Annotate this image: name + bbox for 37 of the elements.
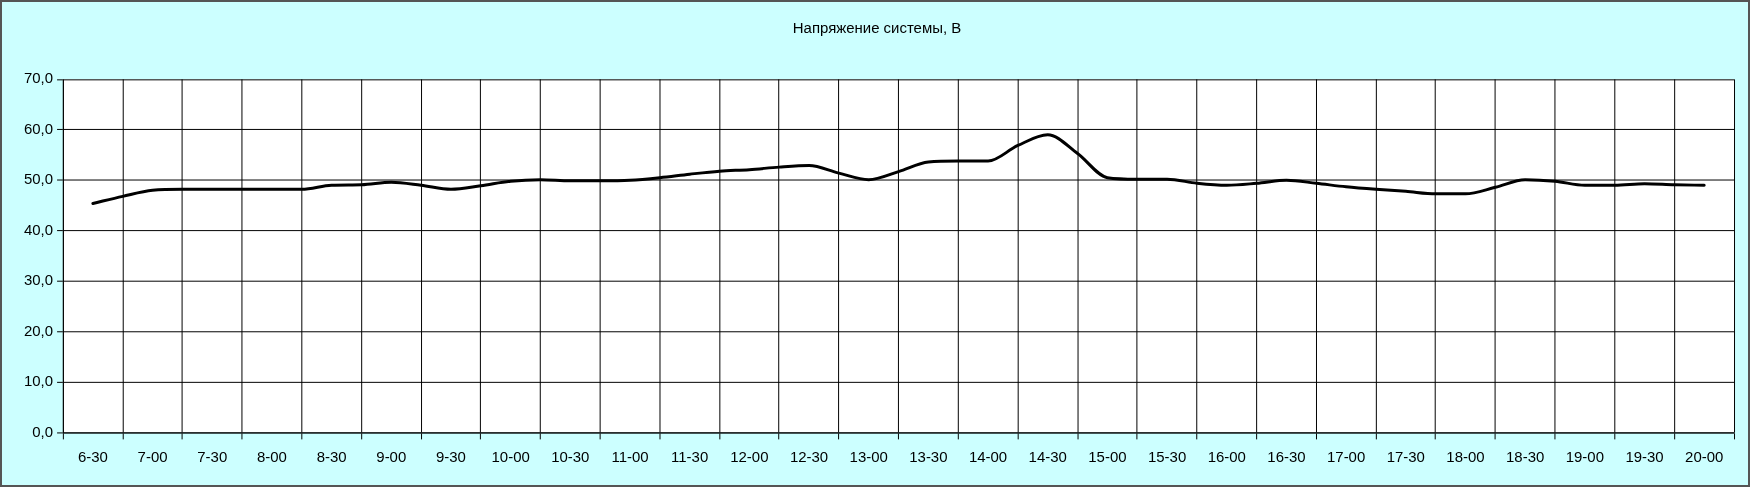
x-tick-label: 11-30 bbox=[671, 448, 709, 466]
x-tick-label: 18-30 bbox=[1506, 448, 1545, 466]
x-tick-label: 10-00 bbox=[491, 448, 530, 466]
x-tick-label: 16-30 bbox=[1267, 448, 1306, 466]
chart-title: Напряжение системы, В bbox=[792, 18, 962, 36]
y-tick-label: 60,0 bbox=[23, 119, 54, 137]
y-tick-label: 0,0 bbox=[32, 422, 54, 440]
x-tick-label: 8-00 bbox=[256, 448, 287, 466]
x-tick-label: 13-00 bbox=[849, 448, 888, 466]
x-tick-label: 10-30 bbox=[551, 448, 590, 466]
x-tick-label: 15-30 bbox=[1147, 448, 1187, 466]
x-tick-label: 14-00 bbox=[968, 448, 1008, 466]
x-tick-label: 17-00 bbox=[1327, 448, 1366, 466]
x-tick-label: 20-00 bbox=[1685, 448, 1724, 466]
x-tick-label: 8-30 bbox=[316, 448, 347, 466]
x-tick-label: 7-00 bbox=[137, 448, 168, 466]
y-tick-label: 30,0 bbox=[23, 271, 54, 289]
x-tick-label: 12-30 bbox=[789, 448, 829, 466]
x-tick-label: 18-00 bbox=[1446, 448, 1485, 466]
x-tick-label: 12-00 bbox=[730, 448, 769, 466]
x-tick-label: 19-30 bbox=[1625, 448, 1664, 466]
x-tick-label: 11-00 bbox=[611, 448, 649, 466]
x-tick-label: 17-30 bbox=[1386, 448, 1425, 466]
y-tick-label: 50,0 bbox=[23, 170, 54, 188]
x-tick-label: 6-30 bbox=[77, 448, 108, 466]
x-tick-label: 16-00 bbox=[1207, 448, 1246, 466]
y-tick-label: 10,0 bbox=[23, 372, 54, 390]
x-tick-label: 15-00 bbox=[1088, 448, 1127, 466]
y-tick-label: 70,0 bbox=[23, 69, 54, 87]
y-tick-label: 40,0 bbox=[23, 220, 54, 238]
x-tick-label: 19-00 bbox=[1565, 448, 1604, 466]
x-tick-label: 7-30 bbox=[197, 448, 228, 466]
x-tick-label: 14-30 bbox=[1028, 448, 1067, 466]
x-tick-label: 13-30 bbox=[909, 448, 948, 466]
x-tick-label: 9-00 bbox=[376, 448, 407, 466]
y-tick-label: 20,0 bbox=[23, 321, 54, 339]
x-tick-label: 9-30 bbox=[435, 448, 466, 466]
